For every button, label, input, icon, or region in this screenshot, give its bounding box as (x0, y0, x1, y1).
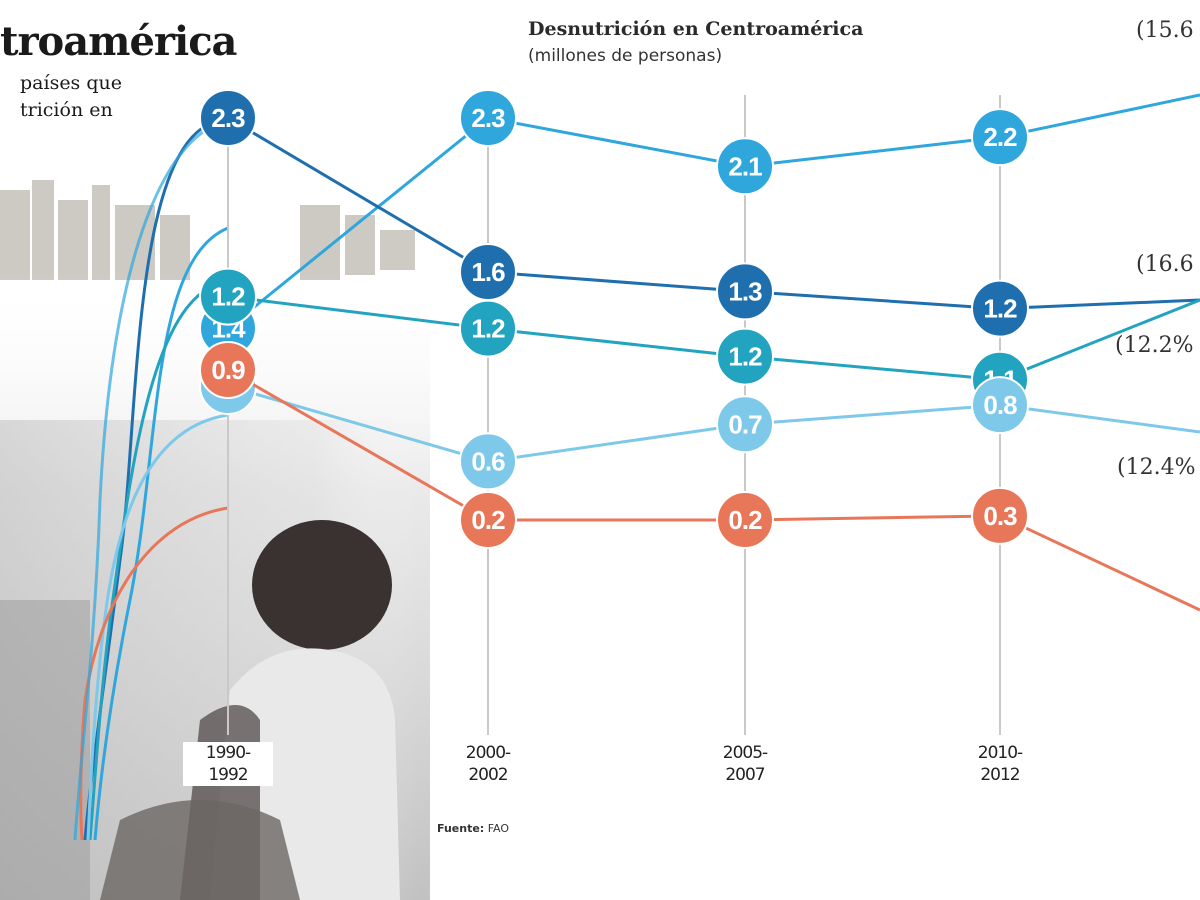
intro-line: países que (20, 72, 122, 94)
data-label: 0.8 (983, 390, 1017, 420)
data-point (459, 432, 517, 491)
x-tick-line: 1990- (205, 743, 251, 763)
data-label: 0.2 (471, 505, 505, 535)
data-point (971, 376, 1029, 435)
data-point (716, 327, 774, 386)
series-line (227, 295, 1200, 382)
x-tick-label: 2010- 2012 (955, 742, 1045, 786)
x-tick-line: 2010- (977, 743, 1023, 763)
data-point (459, 299, 517, 358)
data-label: 0.3 (983, 501, 1017, 531)
data-label: 0.2 (728, 505, 762, 535)
source-label: Fuente: (437, 822, 485, 835)
percent-label: (12.2% (1115, 333, 1194, 358)
data-label: 1.2 (983, 294, 1017, 324)
x-tick-label: 2000- 2002 (443, 742, 533, 786)
data-point (971, 279, 1029, 338)
data-point (199, 267, 257, 326)
skyline-image (0, 180, 415, 280)
data-label: 1.3 (728, 276, 762, 306)
data-label: 1.6 (471, 257, 505, 287)
x-tick-line: 2002 (468, 765, 508, 785)
data-point (716, 395, 774, 454)
x-tick-label: 2005- 2007 (700, 742, 790, 786)
percent-label: (16.6 (1136, 252, 1194, 277)
data-point (459, 491, 517, 549)
data-label: 0.9 (211, 355, 245, 385)
data-label: 2.3 (211, 103, 245, 133)
data-label: 2.1 (728, 151, 762, 181)
x-tick-label: 1990- 1992 (183, 742, 273, 786)
series-line (227, 384, 1200, 463)
intro-line: trición en (20, 99, 113, 121)
source-note: Fuente: FAO (437, 822, 509, 835)
chart-title: Desnutrición en Centroamérica (528, 18, 864, 40)
data-point (459, 89, 517, 147)
data-point (716, 137, 774, 196)
intro-text: países que trición en (20, 70, 150, 124)
data-label: 2.2 (983, 122, 1017, 152)
data-point (971, 108, 1029, 167)
data-point (199, 341, 257, 399)
series-line (227, 93, 1200, 330)
headline: troamérica (0, 18, 237, 65)
data-point (716, 491, 774, 549)
series-line (227, 368, 1200, 612)
x-tick-line: 2000- (465, 743, 511, 763)
data-label: 0.7 (728, 409, 762, 439)
x-tick-line: 2012 (980, 765, 1020, 785)
data-label: 1.2 (211, 282, 245, 312)
series-line (227, 116, 1200, 311)
data-label: 1.2 (728, 342, 762, 372)
data-point (971, 486, 1029, 545)
data-label: 2.3 (471, 103, 505, 133)
data-label: 0.6 (471, 446, 505, 476)
data-label: 1.2 (471, 314, 505, 344)
source-value: FAO (487, 822, 510, 835)
x-tick-line: 2007 (725, 765, 765, 785)
chart-subtitle: (millones de personas) (528, 46, 723, 66)
x-tick-line: 2005- (722, 743, 768, 763)
percent-label: (15.6 (1136, 18, 1194, 43)
child-photo (0, 520, 400, 900)
legend-streams (73, 118, 229, 841)
data-point (716, 262, 774, 321)
x-tick-line: 1992 (208, 765, 248, 785)
data-point (199, 89, 257, 147)
percent-label: (12.4% (1117, 455, 1196, 480)
